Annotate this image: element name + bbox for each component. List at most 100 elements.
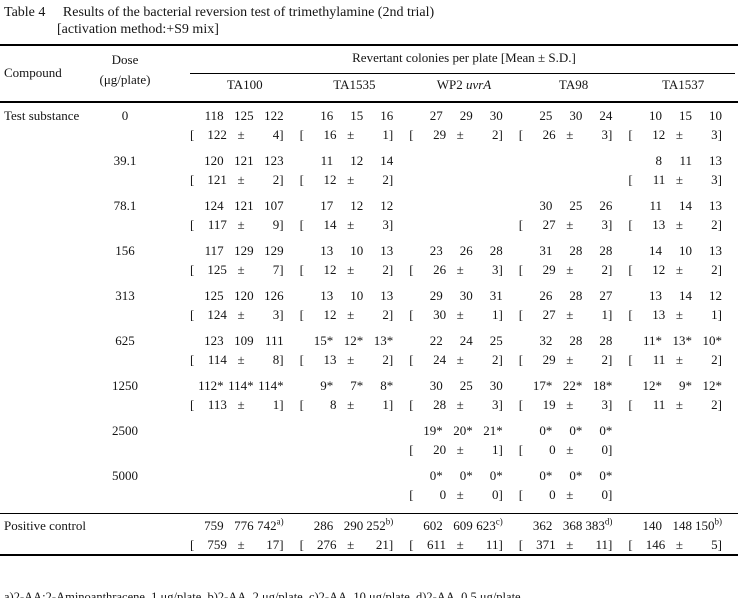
dose-row: 78.1 124 121 107[117 ±9] 17 12 12[14 ±3] 30 25 26[2…: [0, 193, 738, 238]
strain-cell: 27 29 30[29 ±2]: [409, 108, 503, 142]
plate-value: 10: [708, 108, 722, 123]
plate-value: 30: [569, 108, 583, 123]
sd-value: 2]: [382, 172, 394, 187]
plus-minus-symbol: ±: [675, 307, 683, 322]
plate-value: 25: [489, 333, 503, 348]
mean-value: 30: [433, 307, 447, 322]
sd-value: 2]: [711, 352, 722, 367]
strain-header-ta98: TA98: [558, 77, 589, 92]
sd-value: 11]: [485, 537, 503, 552]
footnotes: a)2-AA;2-Aminoanthracene, 1 μg/plate b)2…: [0, 560, 738, 598]
mean-value: 29: [542, 352, 556, 367]
plus-minus-symbol: ±: [566, 262, 574, 277]
plus-minus-symbol: ±: [566, 487, 574, 502]
plus-minus-symbol: ±: [237, 262, 245, 277]
plate-value: 12: [350, 198, 364, 213]
strain-cell: 10 15 10[12 ±3]: [628, 108, 722, 142]
plus-minus-symbol: ±: [675, 172, 683, 187]
mean-value: 114: [207, 352, 227, 367]
sd-value: 2]: [601, 352, 613, 367]
plate-value: 28: [569, 288, 583, 303]
sd-value: 2]: [382, 352, 394, 367]
plate-value: 286: [313, 518, 334, 533]
plate-value: 602: [423, 518, 443, 533]
strain-cell: 14 10 13[12 ±2]: [628, 243, 722, 277]
strain-cell: 17* 22* 18*[19 ±3]: [518, 378, 613, 412]
plate-value: 150b): [694, 516, 722, 533]
strain-cell: [300, 466, 410, 508]
compound-cell: [0, 421, 95, 463]
strain-header-ta1537: TA1537: [662, 77, 705, 92]
plate-value: 0*: [539, 423, 553, 438]
plate-value: 11: [649, 198, 662, 213]
compound-cell: Test substance: [4, 108, 80, 123]
sd-value: 1]: [272, 397, 284, 412]
table-body: Test substance 0 118 125 122[122 ±4] 16 15 16[16…: [0, 103, 738, 514]
plate-value: 10: [350, 288, 364, 303]
mean-value: 24: [433, 352, 447, 367]
strain-cell: 8 11 13[11 ±3]: [628, 153, 722, 187]
plus-minus-symbol: ±: [566, 442, 574, 457]
strain-cell: 25 30 24[26 ±3]: [518, 108, 613, 142]
plus-minus-symbol: ±: [566, 307, 574, 322]
plate-value: 15: [678, 108, 692, 123]
plus-minus-symbol: ±: [456, 262, 464, 277]
mean-value: 0: [549, 442, 556, 457]
mean-value: 124: [207, 307, 227, 322]
mean-value: 13: [652, 307, 666, 322]
plate-value: 129: [234, 243, 254, 258]
strain-cell: 0* 0* 0*[0 ±0]: [409, 468, 503, 502]
plus-minus-symbol: ±: [675, 397, 683, 412]
plate-value: 16: [380, 108, 394, 123]
plus-minus-symbol: ±: [237, 352, 245, 367]
mean-value: 117: [207, 217, 227, 232]
sd-value: 2]: [382, 307, 394, 322]
plate-value: 26: [459, 243, 473, 258]
dose-value: 78.1: [113, 198, 137, 213]
plate-value: 0*: [539, 468, 553, 483]
positive-control-row: Positive control 759 776 742a)[759 ±17] 286 29…: [0, 514, 738, 556]
plus-minus-symbol: ±: [456, 487, 464, 502]
mean-value: 146: [645, 537, 666, 552]
plate-value: 12: [708, 288, 722, 303]
plate-value: 368: [562, 518, 583, 533]
plate-value: 111: [265, 333, 284, 348]
table-number: Table 4: [4, 5, 46, 20]
strain-cell: [628, 421, 738, 463]
plate-value: 10: [678, 243, 692, 258]
mean-value: 28: [433, 397, 447, 412]
plus-minus-symbol: ±: [237, 397, 245, 412]
strain-cell: 11* 13* 10*[11 ±2]: [628, 333, 722, 367]
plate-value: 15*: [313, 333, 334, 348]
mean-value: 122: [207, 127, 227, 142]
plate-value: 13: [708, 153, 722, 168]
plate-value: 623c): [476, 516, 503, 533]
strain-cell: 11 12 14[12 ±2]: [299, 153, 394, 187]
sd-value: 2]: [382, 262, 394, 277]
strain-cell: [409, 151, 519, 193]
mean-value: 29: [542, 262, 556, 277]
mean-value: 12: [652, 127, 666, 142]
plate-value: 13*: [373, 333, 394, 348]
plus-minus-symbol: ±: [566, 352, 574, 367]
plate-value: 31: [539, 243, 553, 258]
plate-value: 30: [459, 288, 473, 303]
plate-value: 112*: [198, 378, 224, 393]
plus-minus-symbol: ±: [237, 307, 245, 322]
sd-value: 0]: [601, 442, 613, 457]
mean-value: 14: [323, 217, 337, 232]
plate-value: 0*: [429, 468, 443, 483]
plate-value: 0*: [569, 468, 583, 483]
plate-value: 25: [459, 378, 473, 393]
plate-value: 20*: [453, 423, 473, 438]
mean-value: 12: [323, 172, 337, 187]
footnote-ref: d): [604, 516, 613, 527]
plate-value: 776: [234, 518, 254, 533]
mean-value: 125: [207, 262, 227, 277]
sd-value: 1]: [491, 307, 503, 322]
plate-value: 13: [380, 243, 394, 258]
sd-value: 1]: [491, 442, 503, 457]
mean-value: 13: [323, 352, 337, 367]
plate-value: 28: [489, 243, 503, 258]
plate-value: 28: [599, 243, 613, 258]
